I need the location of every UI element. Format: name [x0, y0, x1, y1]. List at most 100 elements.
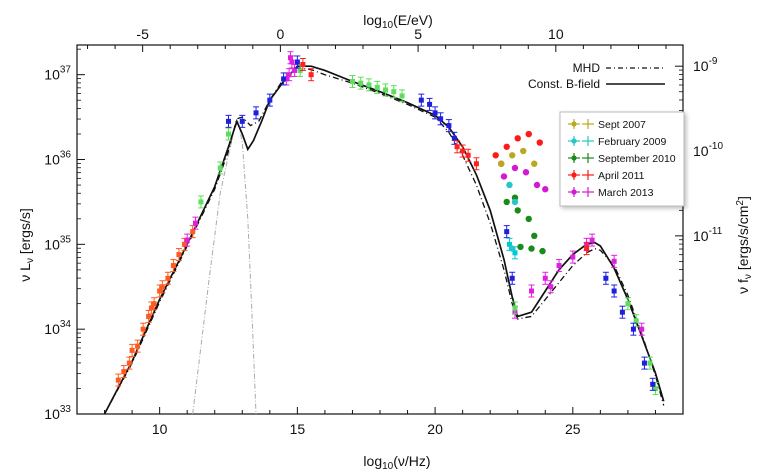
data-marker [287, 55, 293, 61]
flare-point [533, 181, 541, 189]
data-marker [190, 229, 196, 235]
top-tick-label: 10 [548, 26, 564, 42]
y-left-tick-label: 1033 [44, 404, 71, 422]
y-right-tick-label: 10-9 [693, 56, 718, 74]
data-marker [366, 82, 372, 88]
data-marker [192, 220, 198, 226]
data-point [602, 271, 609, 285]
flare-point [492, 152, 499, 159]
data-point [159, 280, 166, 294]
data-point [646, 356, 653, 370]
data-point [287, 51, 294, 65]
flare-point [528, 245, 535, 252]
flare-legend-item: March 2013 [568, 187, 654, 199]
flare-point [517, 243, 524, 251]
flare-legend: Sept 2007 February 2009 September 2010 Apri… [559, 111, 685, 207]
data-marker [548, 284, 554, 290]
data-marker [399, 93, 405, 99]
data-point [451, 131, 458, 145]
top-x-axis-title: log10(E/eV) [363, 12, 433, 31]
data-point [140, 322, 147, 336]
flare-point [511, 198, 519, 206]
data-marker [148, 305, 154, 311]
data-marker [589, 237, 595, 243]
data-marker [504, 229, 510, 235]
data-marker [418, 97, 424, 103]
data-marker [630, 326, 636, 332]
data-marker [115, 377, 121, 383]
data-point [630, 322, 637, 336]
data-point [253, 106, 260, 120]
data-marker [506, 241, 512, 247]
flare-legend-item: September 2010 [568, 153, 676, 165]
right-y-axis-title: ν fν [ergs/s/cm2] [735, 196, 754, 294]
legend-constb-label: Const. B-field [528, 77, 600, 91]
data-marker [391, 89, 397, 95]
flare-point [514, 207, 521, 214]
data-point [611, 254, 618, 268]
data-point [437, 112, 444, 126]
data-point [465, 148, 472, 162]
data-marker [286, 72, 292, 78]
flare-point [539, 247, 546, 255]
data-point [217, 161, 224, 175]
flare-legend-marker [571, 121, 577, 127]
top-tick-label: -5 [136, 26, 149, 42]
data-point [556, 259, 563, 273]
x-tick-label: 15 [290, 421, 306, 437]
data-point [619, 305, 626, 319]
data-marker [570, 254, 576, 260]
data-marker [639, 326, 645, 332]
flare-point [514, 135, 521, 142]
data-point [382, 83, 389, 97]
flare-point [500, 173, 508, 180]
data-point [547, 280, 554, 294]
data-point [266, 93, 273, 107]
data-marker [358, 80, 364, 86]
data-marker [151, 301, 157, 307]
flare-point [531, 160, 538, 167]
data-marker [454, 144, 460, 150]
axes: 10 15 20 25 -5 0 5 10 1033 1034 1035 1036 1037 10-11 1… [44, 26, 723, 437]
data-point [365, 78, 372, 92]
data-marker [294, 59, 300, 65]
data-point [120, 365, 127, 379]
top-tick-label: 5 [414, 26, 422, 42]
data-marker [308, 72, 314, 78]
data-point [225, 114, 232, 128]
data-marker [650, 381, 656, 387]
data-marker [473, 161, 479, 167]
data-point [197, 195, 204, 209]
x-tick-label: 25 [565, 421, 581, 437]
data-point [511, 301, 518, 315]
data-marker [427, 101, 433, 107]
flare-legend-label: April 2011 [598, 170, 645, 182]
data-marker [121, 369, 127, 375]
data-point [473, 157, 480, 171]
data-point [308, 68, 315, 82]
x-tick-label: 20 [427, 421, 443, 437]
data-marker [126, 360, 132, 366]
y-right-tick-label: 10-10 [693, 141, 723, 159]
data-marker [157, 288, 163, 294]
data-marker [446, 123, 452, 129]
data-marker [217, 165, 223, 171]
data-marker [529, 288, 534, 294]
x-tick-label: 10 [152, 421, 168, 437]
data-point [349, 74, 356, 88]
data-marker [652, 386, 658, 392]
flare-point [509, 245, 516, 252]
data-marker [146, 313, 152, 319]
flare-legend-label: February 2009 [598, 136, 666, 148]
data-point [509, 271, 516, 285]
data-marker [198, 199, 204, 205]
data-marker [226, 118, 231, 124]
left-y-axis-title: ν Lν [ergs/s] [17, 208, 36, 281]
data-point [649, 377, 656, 391]
data-marker [253, 110, 259, 116]
flare-point [536, 139, 543, 146]
flare-point [511, 164, 519, 172]
y-right-tick-label: 10-11 [693, 226, 723, 244]
data-point [357, 76, 364, 90]
